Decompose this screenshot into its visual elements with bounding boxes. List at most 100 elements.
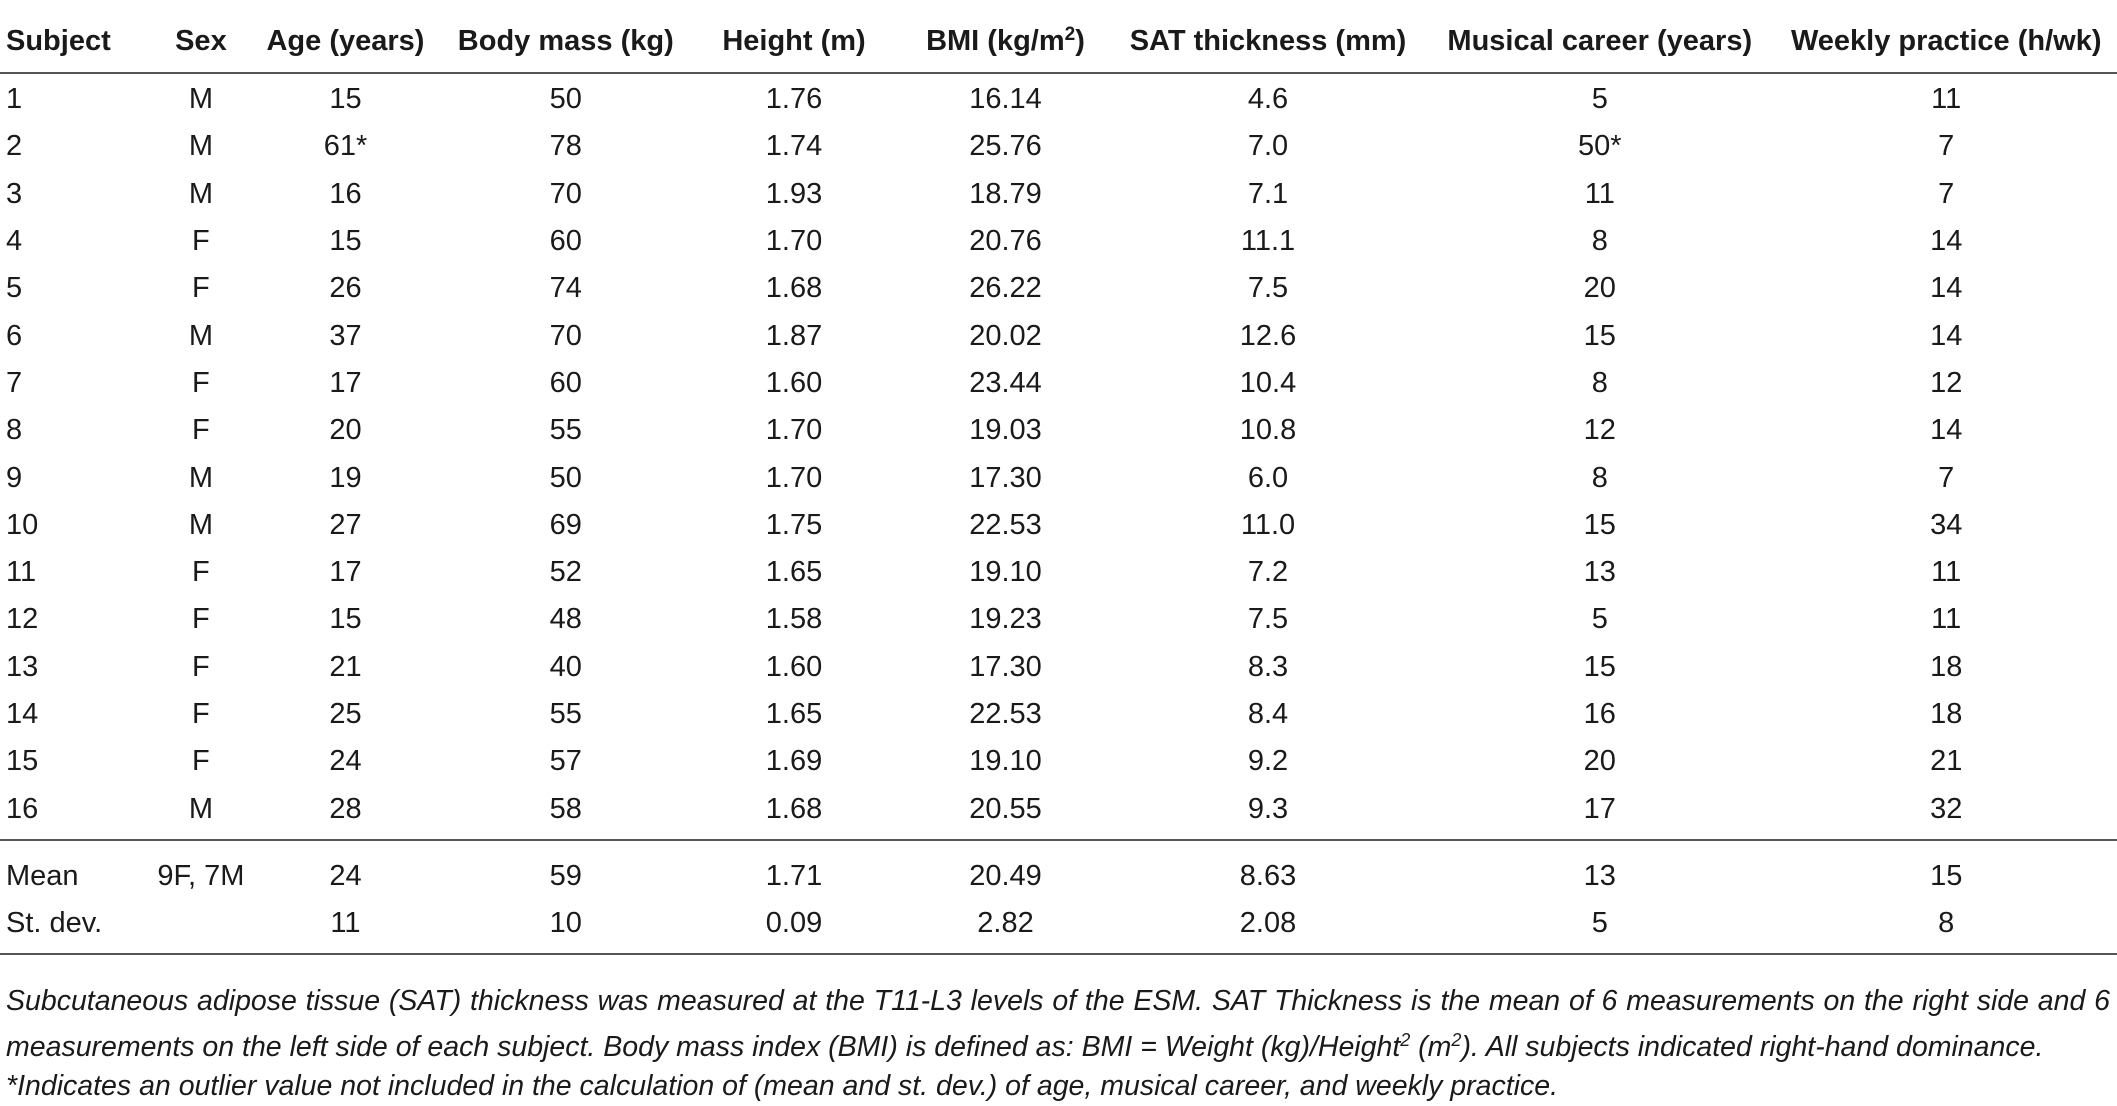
table-row: 12 F 15 48 1.58 19.23 7.5 5 11 — [0, 596, 2117, 643]
subject-characteristics-table: Subject Sex Age (years) Body mass (kg) H… — [0, 10, 2117, 956]
cell-body-mass: 60 — [549, 366, 582, 399]
cell-weekly-practice: 7 — [1938, 130, 1955, 163]
cell-subject: 14 — [6, 698, 39, 730]
cell-sex: M — [188, 792, 213, 825]
cell-height: 1.69 — [765, 745, 823, 778]
table-row: 13 F 21 40 1.60 17.30 8.3 15 18 — [0, 644, 2117, 691]
cell-bmi: 16.14 — [969, 83, 1042, 116]
cell-weekly-practice: 11 — [1931, 83, 1962, 116]
cell-bmi: 20.76 — [969, 225, 1042, 258]
header-height: Height (m) — [689, 10, 900, 74]
table-footnote: Subcutaneous adipose tissue (SAT) thickn… — [6, 982, 2110, 1106]
cell-height: 0.09 — [689, 900, 900, 956]
cell-age: 11 — [248, 900, 443, 956]
cell-age: 21 — [329, 650, 362, 683]
cell-age: 37 — [329, 319, 362, 352]
header-subject: Subject — [0, 10, 154, 74]
header-bmi-superscript: 2 — [1064, 24, 1076, 45]
cell-sat-thickness: 4.6 — [1247, 83, 1289, 116]
table-row: 6 M 37 70 1.87 20.02 12.6 15 14 — [0, 312, 2117, 359]
cell-subject: 15 — [6, 745, 39, 778]
cell-bmi: 22.53 — [969, 508, 1042, 541]
cell-weekly-practice: 11 — [1931, 603, 1962, 636]
header-sex: Sex — [153, 10, 249, 74]
cell-weekly-practice: 18 — [1930, 698, 1963, 730]
cell-musical-career: 15 — [1583, 650, 1616, 683]
cell-subject: 5 — [6, 272, 23, 305]
cell-height: 1.71 — [689, 838, 900, 901]
cell-body-mass: 10 — [442, 900, 689, 956]
cell-weekly-practice: 8 — [1775, 900, 2117, 956]
cell-body-mass: 52 — [549, 556, 582, 589]
cell-body-mass: 74 — [549, 272, 582, 305]
cell-age: 15 — [329, 83, 362, 116]
cell-subject: 13 — [6, 650, 39, 683]
cell-sat-thickness: 11.1 — [1240, 225, 1296, 258]
cell-age: 24 — [248, 838, 443, 901]
footnote-superscript-2: 2 — [1451, 1030, 1462, 1050]
cell-bmi: 2.82 — [899, 900, 1112, 956]
cell-age: 17 — [329, 556, 362, 589]
cell-sex: F — [192, 603, 210, 636]
footnote-paragraph-2: *Indicates an outlier value not included… — [6, 1070, 1559, 1102]
cell-height: 1.93 — [765, 177, 823, 210]
table-row: 5 F 26 74 1.68 26.22 7.5 20 14 — [0, 265, 2117, 312]
summary-row: Mean 9F, 7M 24 59 1.71 20.49 8.63 13 15 — [0, 838, 2117, 901]
cell-sat-thickness: 12.6 — [1239, 319, 1297, 352]
cell-age: 26 — [329, 272, 362, 305]
cell-sat-thickness: 7.1 — [1247, 177, 1289, 210]
cell-weekly-practice: 15 — [1775, 838, 2117, 901]
cell-sat-thickness: 7.5 — [1247, 603, 1289, 636]
cell-sex: M — [188, 177, 213, 210]
cell-sex: F — [192, 272, 210, 305]
cell-age: 61* — [323, 130, 368, 163]
cell-musical-career: 8 — [1591, 366, 1608, 399]
header-body-mass: Body mass (kg) — [442, 10, 689, 74]
cell-body-mass: 48 — [549, 603, 582, 636]
cell-subject: St. dev. — [0, 900, 154, 956]
cell-bmi: 19.10 — [969, 556, 1042, 589]
cell-age: 17 — [329, 366, 362, 399]
cell-bmi: 19.23 — [969, 603, 1042, 636]
cell-sat-thickness: 11.0 — [1240, 508, 1296, 541]
cell-height: 1.70 — [765, 225, 823, 258]
table-row: 1 M 15 50 1.76 16.14 4.6 5 11 — [0, 73, 2117, 123]
cell-musical-career: 20 — [1583, 272, 1616, 305]
table-header: Subject Sex Age (years) Body mass (kg) H… — [0, 10, 2117, 74]
cell-body-mass: 50 — [549, 83, 582, 116]
cell-subject: 2 — [6, 130, 23, 163]
cell-weekly-practice: 7 — [1938, 177, 1955, 210]
cell-age: 19 — [329, 461, 362, 494]
cell-subject: 7 — [6, 366, 23, 399]
table-body: 1 M 15 50 1.76 16.14 4.6 5 11 2 M 61* 78 1.74 25.76 7.0… — [0, 73, 2117, 840]
cell-subject: 1 — [6, 83, 23, 116]
cell-musical-career: 5 — [1424, 900, 1776, 956]
cell-weekly-practice: 32 — [1930, 792, 1963, 825]
cell-musical-career: 15 — [1583, 319, 1616, 352]
header-weekly-practice: Weekly practice (h/wk) — [1775, 10, 2117, 74]
cell-sat-thickness: 9.2 — [1247, 745, 1289, 778]
cell-sex: F — [192, 650, 210, 683]
cell-height: 1.60 — [765, 366, 823, 399]
cell-bmi: 20.55 — [969, 792, 1042, 825]
cell-musical-career: 13 — [1424, 838, 1776, 901]
cell-musical-career: 20 — [1583, 745, 1616, 778]
cell-subject: 3 — [6, 177, 23, 210]
cell-subject: 9 — [6, 461, 23, 494]
cell-musical-career: 17 — [1583, 792, 1616, 825]
cell-sex: F — [192, 556, 210, 589]
cell-sex: M — [188, 130, 213, 163]
cell-height: 1.70 — [765, 414, 823, 447]
summary-row: St. dev. 11 10 0.09 2.82 2.08 5 8 — [0, 900, 2117, 956]
cell-bmi: 17.30 — [969, 461, 1042, 494]
cell-weekly-practice: 34 — [1930, 508, 1963, 541]
cell-musical-career: 5 — [1591, 603, 1608, 636]
cell-body-mass: 55 — [549, 698, 582, 730]
cell-body-mass: 78 — [549, 130, 582, 163]
cell-sex: M — [188, 319, 213, 352]
cell-height: 1.76 — [765, 83, 823, 116]
cell-body-mass: 70 — [549, 177, 582, 210]
cell-height: 1.58 — [765, 603, 823, 636]
cell-height: 1.87 — [765, 319, 823, 352]
